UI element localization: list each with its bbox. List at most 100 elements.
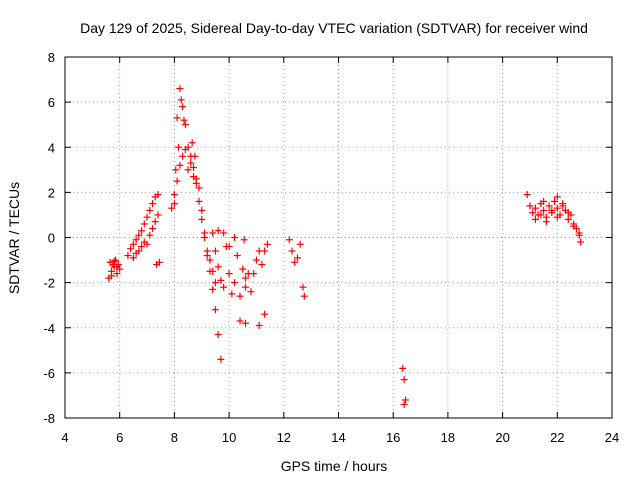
- data-point: [146, 206, 154, 214]
- data-point: [127, 245, 135, 253]
- data-point: [188, 139, 196, 147]
- data-point: [548, 206, 556, 214]
- data-point: [231, 234, 239, 241]
- data-point: [209, 229, 217, 237]
- data-point: [172, 166, 180, 174]
- data-point: [242, 274, 250, 282]
- data-point: [288, 247, 296, 255]
- data-point: [135, 231, 143, 239]
- data-point: [540, 206, 548, 214]
- data-point: [143, 213, 151, 221]
- data-point: [293, 254, 301, 262]
- data-point: [138, 243, 146, 251]
- x-axis-label: GPS time / hours: [281, 458, 388, 474]
- data-point: [190, 164, 198, 172]
- data-point: [211, 306, 219, 314]
- data-point: [217, 276, 225, 284]
- data-point: [250, 270, 258, 278]
- y-tick-label: -2: [43, 276, 55, 291]
- data-point: [572, 224, 580, 232]
- data-point: [129, 240, 137, 248]
- y-axis-label: SDTVAR / TECUs: [6, 182, 22, 294]
- x-tick-label: 12: [277, 430, 291, 445]
- data-point: [242, 283, 250, 291]
- data-point: [200, 229, 208, 237]
- y-tick-label: 4: [48, 140, 55, 155]
- data-point: [173, 114, 181, 122]
- x-tick-label: 20: [495, 430, 509, 445]
- data-point: [198, 206, 206, 214]
- data-point: [291, 258, 299, 266]
- data-point: [184, 143, 192, 151]
- data-point: [285, 236, 293, 244]
- data-point: [112, 256, 120, 264]
- data-point: [173, 177, 181, 185]
- data-point: [236, 317, 244, 325]
- data-point: [154, 191, 162, 199]
- y-tick-label: -6: [43, 366, 55, 381]
- data-point: [399, 364, 407, 372]
- data-point: [198, 215, 206, 223]
- data-point: [206, 256, 214, 264]
- data-point: [402, 396, 410, 404]
- data-point: [214, 331, 222, 339]
- data-point: [261, 247, 269, 255]
- x-tick-label: 14: [331, 430, 345, 445]
- data-point: [231, 279, 239, 287]
- data-point: [247, 288, 255, 296]
- data-point: [187, 159, 195, 167]
- data-point: [124, 252, 132, 260]
- data-points: [105, 85, 585, 408]
- x-tick-label: 4: [61, 430, 68, 445]
- data-point: [225, 270, 233, 278]
- data-point: [203, 247, 211, 255]
- data-point: [242, 319, 250, 327]
- grid: [65, 57, 612, 418]
- data-point: [570, 220, 578, 228]
- data-point: [577, 238, 585, 246]
- x-tick-label: 6: [116, 430, 123, 445]
- data-point: [214, 227, 222, 235]
- x-tick-label: 8: [171, 430, 178, 445]
- data-point: [540, 197, 548, 205]
- data-point: [184, 166, 192, 174]
- y-tick-label: 8: [48, 50, 55, 65]
- y-tick-label: 0: [48, 231, 55, 246]
- data-point: [228, 290, 236, 298]
- data-point: [258, 261, 266, 269]
- data-point: [217, 355, 225, 363]
- data-point: [400, 376, 408, 384]
- data-point: [236, 292, 244, 300]
- x-tick-label: 24: [605, 430, 619, 445]
- data-point: [138, 227, 146, 235]
- data-point: [181, 121, 189, 129]
- data-point: [209, 267, 217, 275]
- data-point: [220, 229, 228, 237]
- x-tick-label: 16: [386, 430, 400, 445]
- data-point: [177, 96, 185, 104]
- data-point: [107, 272, 115, 280]
- data-point: [542, 218, 550, 226]
- y-tick-label: 2: [48, 185, 55, 200]
- data-point: [261, 310, 269, 318]
- data-point: [170, 200, 178, 208]
- data-point: [143, 240, 151, 248]
- data-point: [195, 197, 203, 205]
- data-point: [209, 285, 217, 293]
- data-point: [113, 263, 121, 271]
- data-point: [529, 209, 537, 217]
- data-point: [255, 321, 263, 329]
- data-point: [220, 283, 228, 291]
- data-point: [299, 283, 307, 291]
- data-point: [300, 292, 308, 300]
- data-point: [553, 204, 561, 212]
- data-point: [211, 279, 219, 287]
- data-point: [531, 204, 539, 212]
- data-point: [296, 240, 304, 248]
- data-point: [400, 400, 408, 408]
- data-point: [149, 200, 157, 208]
- data-point: [113, 270, 121, 278]
- x-tick-label: 18: [441, 430, 455, 445]
- data-point: [537, 211, 545, 219]
- data-point: [153, 261, 161, 269]
